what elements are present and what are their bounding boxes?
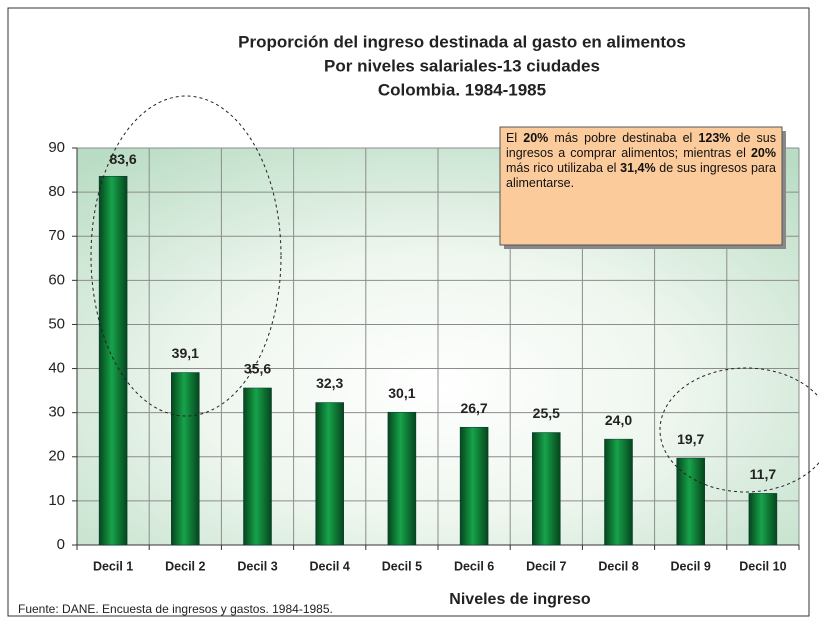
x-tick-label: Decil 4 — [310, 559, 350, 573]
chart-title: Proporción del ingreso destinada al gast… — [238, 32, 686, 51]
y-tick-label: 40 — [48, 360, 65, 377]
x-tick-label: Decil 8 — [598, 559, 638, 573]
bar — [532, 432, 561, 546]
value-label: 30,1 — [388, 385, 415, 401]
bar — [171, 372, 200, 546]
note-segment: de sus ingresos a comprar alimentos; mie… — [506, 131, 777, 160]
y-tick-label: 10 — [48, 492, 65, 509]
note-text: El 20% más pobre destinaba el 123% de su… — [500, 127, 782, 245]
value-label: 19,7 — [677, 431, 704, 447]
bar — [243, 387, 272, 546]
chart-title: Colombia. 1984-1985 — [378, 80, 546, 99]
x-tick-label: Decil 9 — [671, 559, 711, 573]
value-label: 25,5 — [533, 405, 560, 421]
bar — [676, 457, 705, 546]
value-label: 26,7 — [460, 400, 487, 416]
bar — [387, 411, 417, 546]
highlight-ellipse — [659, 367, 819, 493]
note: El 20% más pobre destinaba el 123% de su… — [500, 127, 782, 245]
bar — [315, 402, 344, 546]
y-tick-label: 30 — [48, 404, 65, 421]
y-tick-label: 80 — [48, 183, 65, 200]
x-tick-label: Decil 10 — [739, 559, 786, 573]
y-tick-label: 90 — [48, 139, 65, 156]
value-label: 24,0 — [605, 412, 632, 428]
x-tick-label: Decil 5 — [382, 559, 422, 573]
y-tick-label: 50 — [48, 315, 65, 332]
x-tick-label: Decil 2 — [165, 559, 205, 573]
value-label: 11,7 — [750, 466, 777, 482]
x-tick-label: Decil 1 — [93, 559, 133, 573]
value-label: 35,6 — [244, 361, 271, 377]
note-segment: más pobre destinaba el — [548, 131, 699, 145]
note-segment: 20% — [750, 146, 776, 160]
y-tick-label: 20 — [48, 448, 65, 465]
y-tick-label: 70 — [48, 227, 65, 244]
note-segment: 20% — [523, 131, 549, 145]
value-label: 39,1 — [172, 345, 199, 361]
note-segment: El — [506, 131, 524, 145]
bar — [604, 438, 633, 546]
bar — [748, 493, 778, 546]
note-box — [499, 126, 783, 246]
x-tick-label: Decil 6 — [454, 559, 494, 573]
value-label: 32,3 — [316, 375, 343, 391]
x-tick-label: Decil 3 — [237, 559, 277, 573]
value-label: 83,6 — [109, 151, 136, 167]
note-segment: 123% — [698, 131, 731, 145]
y-tick-label: 0 — [57, 536, 65, 553]
note-segment: más rico utilizaba el — [506, 161, 621, 175]
note-segment: 31,4% — [620, 161, 656, 175]
bar — [459, 426, 489, 546]
chart-title: Por niveles salariales-13 ciudades — [324, 56, 600, 75]
highlight-ellipse — [90, 95, 282, 417]
plot: 0 10 20 30 40 50 60 70 80 90 Decil 1 83,6 Decil 2 39,… — [48, 139, 800, 573]
x-axis-label: Niveles de ingreso — [449, 591, 591, 608]
x-tick-label: Decil 7 — [526, 559, 566, 573]
note-segment: de sus ingresos para alimentarse. — [506, 161, 776, 190]
bar — [98, 175, 128, 546]
y-tick-label: 60 — [48, 271, 65, 288]
source: Fuente: DANE. Encuesta de ingresos y gas… — [18, 602, 333, 616]
title: Proporción del ingreso destinada al gast… — [238, 32, 686, 99]
